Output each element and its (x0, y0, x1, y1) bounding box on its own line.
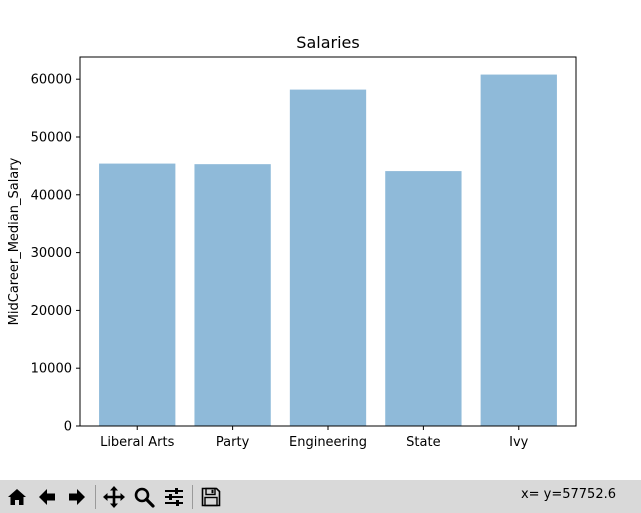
axes-frame (79, 56, 577, 427)
pan-button[interactable] (101, 484, 127, 510)
x-tick-label: Party (216, 435, 250, 450)
bar (194, 164, 271, 426)
sliders-icon (165, 487, 183, 506)
move-icon (103, 485, 125, 508)
bar (99, 163, 176, 426)
navigation-toolbar: x= y=57752.6 (0, 480, 641, 513)
x-tick-label: Engineering (289, 435, 367, 450)
y-axis-label: MidCareer_Median_Salary (7, 157, 22, 325)
x-tick-label: Liberal Arts (100, 435, 174, 450)
bar (385, 171, 462, 426)
y-tick-label: 10000 (31, 362, 72, 377)
configure-subplots-button[interactable] (161, 484, 187, 510)
floppy-disk-icon (201, 487, 221, 506)
home-icon (8, 488, 26, 505)
y-tick-label: 60000 (31, 73, 72, 88)
y-tick-label: 40000 (31, 188, 72, 203)
back-button[interactable] (34, 484, 60, 510)
zoom-button[interactable] (131, 484, 157, 510)
bar (480, 74, 557, 427)
cursor-coordinates: x= y=57752.6 (520, 487, 616, 502)
chart-title: Salaries (296, 33, 359, 52)
figure-canvas: Liberal Arts Party Engineering State Ivy 0 100… (7, 33, 577, 450)
y-tick-label: 20000 (31, 304, 72, 319)
forward-button[interactable] (64, 484, 90, 510)
toolbar-separator (192, 484, 193, 509)
bar (289, 89, 367, 427)
x-tick-label: State (406, 435, 440, 450)
home-button[interactable] (4, 484, 30, 510)
toolbar-separator (95, 484, 96, 509)
x-tick-label: Ivy (509, 435, 529, 450)
y-tick-label: 0 (64, 420, 72, 435)
magnifier-icon (134, 487, 155, 508)
y-tick-label: 50000 (31, 130, 72, 145)
arrow-right-icon (69, 488, 85, 505)
save-button[interactable] (198, 484, 224, 510)
y-tick-label: 30000 (31, 246, 72, 261)
arrow-left-icon (39, 488, 55, 505)
bar-chart: Liberal Arts Party Engineering State Ivy 0 100… (7, 33, 577, 450)
